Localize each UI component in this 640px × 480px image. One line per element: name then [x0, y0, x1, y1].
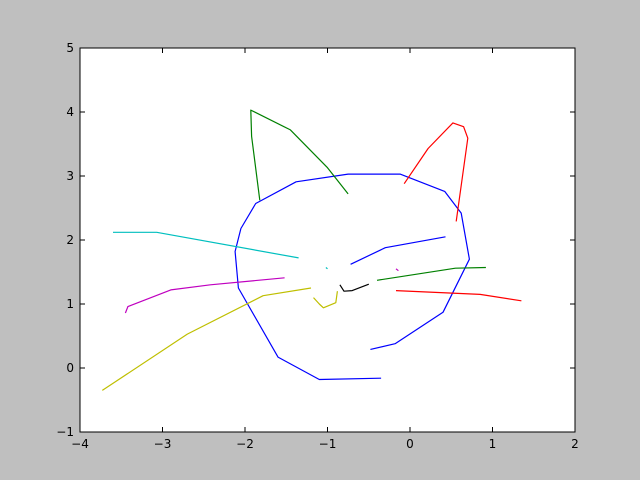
series-line-0: [234, 173, 470, 381]
y-tick-label: 0: [66, 361, 74, 375]
series-line-5: [395, 290, 522, 302]
series-line-3: [376, 266, 486, 281]
x-tick-label: 0: [406, 437, 414, 451]
series-line-1: [350, 236, 446, 265]
x-tick-label: −4: [71, 437, 89, 451]
series-line-12: [339, 283, 370, 292]
y-tick-label: 2: [66, 233, 74, 247]
x-tick-label: 1: [489, 437, 497, 451]
x-tick-label: −2: [236, 437, 254, 451]
series-line-6: [113, 231, 299, 259]
plot-area: [80, 48, 575, 432]
series-line-8: [124, 277, 285, 314]
series-line-10: [101, 287, 312, 391]
x-tick-label: 2: [571, 437, 579, 451]
series-line-2: [250, 109, 349, 201]
tick-labels-layer: −4 −3 −2 −1 0 1 2 −1 0 1 2 3 4 5: [56, 41, 579, 451]
y-tick-label: 1: [66, 297, 74, 311]
series-line-4: [403, 122, 469, 222]
x-tick-label: −3: [154, 437, 172, 451]
y-tick-label: 4: [66, 105, 74, 119]
plot-frame: [79, 47, 576, 433]
series-line-9: [395, 268, 399, 272]
series-layer: [101, 109, 522, 391]
x-tick-label: −1: [319, 437, 337, 451]
series-line-7: [325, 267, 328, 270]
series-line-11: [313, 291, 338, 309]
y-tick-label: −1: [56, 425, 74, 439]
y-tick-label: 5: [66, 41, 74, 55]
y-tick-label: 3: [66, 169, 74, 183]
